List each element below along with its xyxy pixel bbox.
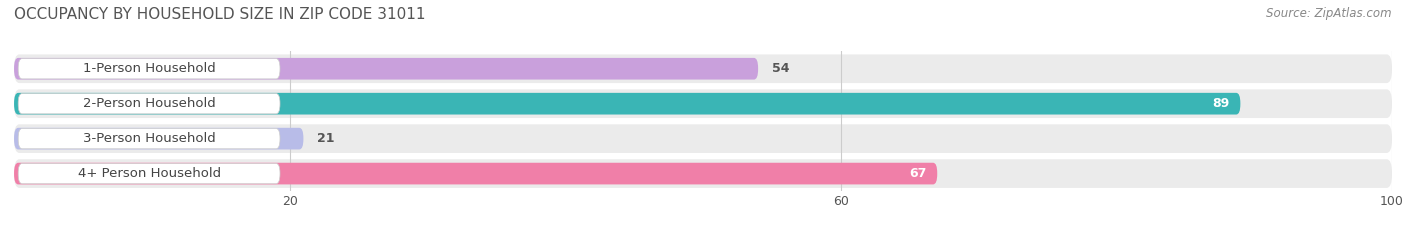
FancyBboxPatch shape <box>14 58 758 80</box>
FancyBboxPatch shape <box>14 93 1240 115</box>
Text: Source: ZipAtlas.com: Source: ZipAtlas.com <box>1267 7 1392 20</box>
Text: 89: 89 <box>1212 97 1229 110</box>
Text: 2-Person Household: 2-Person Household <box>83 97 215 110</box>
FancyBboxPatch shape <box>18 59 280 79</box>
FancyBboxPatch shape <box>14 55 1392 83</box>
Text: 67: 67 <box>908 167 927 180</box>
FancyBboxPatch shape <box>14 128 304 150</box>
Text: 4+ Person Household: 4+ Person Household <box>77 167 221 180</box>
Text: 1-Person Household: 1-Person Household <box>83 62 215 75</box>
Text: 21: 21 <box>318 132 335 145</box>
FancyBboxPatch shape <box>14 89 1392 118</box>
Text: 3-Person Household: 3-Person Household <box>83 132 215 145</box>
Text: OCCUPANCY BY HOUSEHOLD SIZE IN ZIP CODE 31011: OCCUPANCY BY HOUSEHOLD SIZE IN ZIP CODE … <box>14 7 426 22</box>
FancyBboxPatch shape <box>14 159 1392 188</box>
FancyBboxPatch shape <box>14 163 938 185</box>
FancyBboxPatch shape <box>14 124 1392 153</box>
FancyBboxPatch shape <box>18 129 280 149</box>
FancyBboxPatch shape <box>18 164 280 184</box>
Text: 54: 54 <box>772 62 789 75</box>
FancyBboxPatch shape <box>18 93 280 114</box>
